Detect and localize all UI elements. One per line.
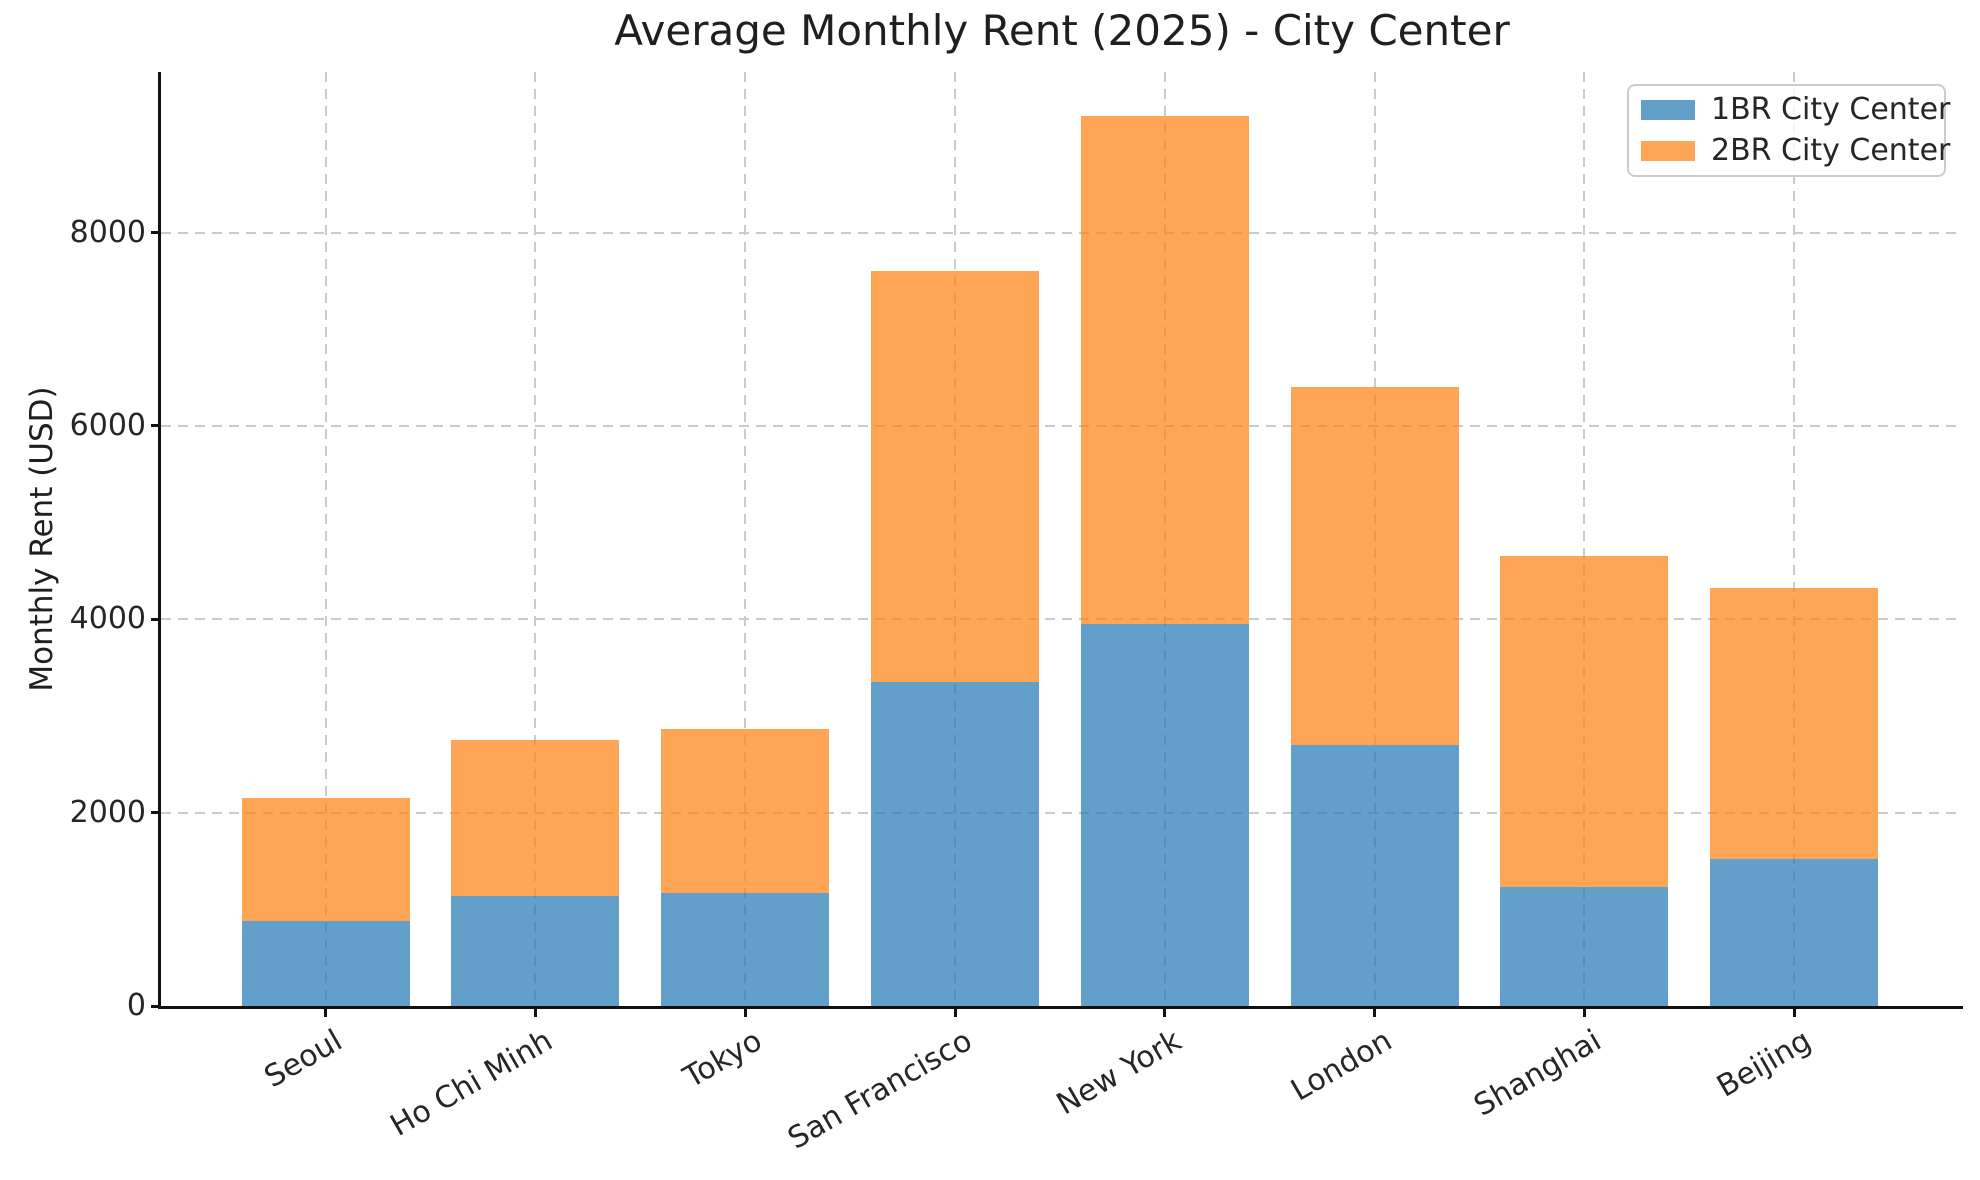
h-gridline-6000 <box>161 424 1963 427</box>
v-gridline-7 <box>1793 72 1796 1006</box>
y-tick-label-0: 0 <box>126 988 146 1023</box>
x-tick-label-5: London <box>1284 1023 1398 1109</box>
bar-segment-2br-ho-chi-minh <box>451 740 620 896</box>
bar-segment-2br-san-francisco <box>871 271 1039 683</box>
x-tick-label-6: Shanghai <box>1468 1023 1608 1124</box>
y-tick-2000 <box>151 811 161 815</box>
x-tick-2 <box>743 1007 747 1017</box>
bar-segment-1br-ho-chi-minh <box>451 895 620 1006</box>
y-tick-label-4000: 4000 <box>69 601 146 637</box>
bar-segment-1br-new-york <box>1080 624 1249 1006</box>
v-gridline-0 <box>324 72 327 1006</box>
bar-segment-1br-beijing <box>1710 859 1879 1006</box>
bar-segment-2br-new-york <box>1080 116 1249 625</box>
y-tick-label-2000: 2000 <box>69 794 146 830</box>
legend-entry-2br: 2BR City Center <box>1641 135 1950 167</box>
bar-segment-2br-tokyo <box>661 728 830 893</box>
bar-segment-1br-tokyo <box>661 892 830 1006</box>
x-tick-label-7: Beijing <box>1711 1023 1818 1105</box>
x-tick-label-3: San Francisco <box>782 1023 978 1157</box>
bar-segment-2br-seoul <box>241 798 410 921</box>
legend-entry-1br: 1BR City Center <box>1641 94 1950 126</box>
x-tick-6 <box>1582 1007 1586 1017</box>
legend-label-1br: 1BR City Center <box>1711 92 1951 127</box>
h-gridline-2000 <box>161 811 1963 814</box>
legend-box: 1BR City Center 2BR City Center <box>1627 84 1950 177</box>
bar-segment-2br-shanghai <box>1500 556 1669 888</box>
x-tick-3 <box>953 1007 957 1017</box>
x-tick-label-0: Seoul <box>259 1023 349 1096</box>
y-tick-6000 <box>151 424 161 428</box>
x-tick-label-4: New York <box>1051 1023 1188 1123</box>
x-tick-1 <box>533 1007 537 1017</box>
x-tick-0 <box>324 1007 328 1017</box>
y-axis-spine <box>158 72 161 1009</box>
h-gridline-4000 <box>161 618 1963 621</box>
legend-label-2br: 2BR City Center <box>1711 133 1951 168</box>
x-axis-spine <box>158 1006 1963 1009</box>
y-tick-0 <box>151 1004 161 1008</box>
bar-segment-1br-san-francisco <box>871 682 1039 1006</box>
h-gridline-8000 <box>161 231 1963 234</box>
legend-swatch-1br <box>1641 100 1695 120</box>
x-tick-5 <box>1373 1007 1377 1017</box>
y-tick-4000 <box>151 617 161 621</box>
v-gridline-2 <box>744 72 747 1006</box>
bar-segment-1br-seoul <box>241 920 410 1006</box>
x-tick-label-2: Tokyo <box>677 1023 769 1096</box>
bar-segment-2br-beijing <box>1710 588 1879 860</box>
v-gridline-6 <box>1583 72 1586 1006</box>
bar-segment-2br-london <box>1290 387 1459 745</box>
bar-segment-1br-shanghai <box>1500 887 1669 1006</box>
bar-segment-1br-london <box>1290 744 1459 1006</box>
x-tick-7 <box>1792 1007 1796 1017</box>
x-tick-label-1: Ho Chi Minh <box>384 1023 559 1144</box>
y-tick-label-8000: 8000 <box>69 214 146 250</box>
v-gridline-1 <box>534 72 537 1006</box>
chart-title: Average Monthly Rent (2025) - City Cente… <box>614 6 1510 55</box>
legend-swatch-2br <box>1641 141 1695 161</box>
y-tick-8000 <box>151 231 161 234</box>
x-tick-4 <box>1163 1007 1167 1017</box>
y-tick-label-6000: 6000 <box>69 407 146 443</box>
